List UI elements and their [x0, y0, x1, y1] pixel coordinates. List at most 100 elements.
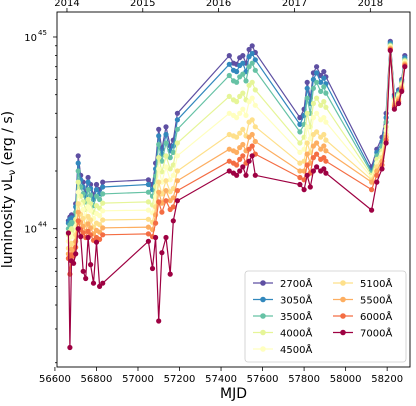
data-point	[100, 280, 106, 286]
data-point	[174, 117, 180, 123]
data-point	[243, 78, 249, 84]
legend-item: 4500Å	[253, 343, 312, 356]
data-point	[374, 172, 380, 178]
data-point	[226, 146, 232, 152]
top-tick-label: 2015	[130, 0, 155, 9]
data-point	[399, 88, 405, 94]
y-axis-label-subscript: ν	[7, 169, 18, 175]
top-tick-label: 2016	[206, 0, 231, 9]
data-point	[314, 140, 320, 146]
data-point	[85, 204, 91, 210]
data-point	[304, 79, 310, 85]
data-point	[75, 179, 81, 185]
plot-frame	[56, 11, 411, 368]
legend-swatch-marker	[340, 313, 346, 319]
data-point	[252, 87, 258, 93]
data-point	[167, 271, 173, 277]
legend-swatch-marker	[260, 296, 266, 303]
y-axis-label-main: luminosity νL	[0, 175, 16, 268]
data-point	[323, 137, 329, 143]
legend-swatch-marker	[340, 296, 346, 303]
data-point	[297, 140, 303, 146]
data-point	[97, 213, 103, 219]
data-point	[90, 280, 97, 286]
data-point	[145, 238, 151, 244]
x-axis-label: MJD	[220, 386, 247, 402]
data-point	[174, 153, 180, 159]
data-point	[93, 239, 100, 245]
data-point	[75, 201, 81, 207]
data-point	[163, 178, 169, 184]
data-point	[321, 115, 327, 121]
legend-swatch-marker	[260, 313, 266, 319]
y-tick-label: 10	[24, 33, 37, 44]
data-point	[304, 85, 310, 91]
data-point	[374, 179, 380, 185]
data-point	[323, 119, 329, 125]
data-point	[156, 126, 162, 132]
data-point	[314, 110, 320, 116]
data-point	[321, 99, 327, 105]
data-point	[314, 129, 320, 135]
data-point	[240, 153, 246, 159]
data-point	[310, 115, 316, 121]
data-point	[145, 189, 151, 195]
data-point	[304, 124, 310, 130]
data-point	[85, 196, 91, 203]
x-tick-label: 58000	[330, 374, 362, 385]
data-point	[321, 84, 327, 90]
data-point	[226, 110, 232, 116]
data-point	[318, 88, 324, 94]
data-point	[174, 178, 180, 184]
data-point	[246, 146, 252, 152]
data-point	[369, 179, 375, 185]
data-point	[226, 72, 232, 79]
data-point	[304, 162, 310, 168]
data-point	[85, 174, 91, 181]
data-point	[249, 143, 255, 149]
data-point	[156, 179, 162, 185]
data-point	[73, 251, 79, 257]
data-point	[240, 71, 246, 77]
data-point	[100, 184, 106, 190]
legend-label: 2700Å	[280, 277, 312, 290]
x-tick-label: 57000	[122, 374, 154, 385]
data-point	[163, 140, 169, 146]
data-point	[145, 224, 151, 230]
data-point	[249, 50, 255, 57]
data-point	[156, 189, 162, 195]
data-point	[75, 168, 81, 174]
data-point	[174, 110, 180, 116]
data-point	[174, 188, 180, 194]
data-point	[88, 208, 94, 214]
data-point	[67, 344, 73, 351]
data-point	[252, 67, 258, 73]
y-tick-exponent: 45	[38, 29, 47, 37]
data-point	[153, 220, 159, 226]
data-point	[307, 184, 313, 190]
data-point	[226, 53, 232, 59]
legend-item: 3500Å	[253, 310, 312, 323]
data-point	[83, 275, 89, 282]
data-point	[100, 225, 106, 231]
data-point	[314, 151, 320, 157]
data-point	[75, 189, 81, 195]
data-point	[310, 155, 316, 161]
data-point	[307, 136, 313, 142]
data-point	[297, 160, 303, 166]
data-point	[252, 172, 258, 178]
legend-item: 3050Å	[253, 294, 312, 307]
data-point	[314, 64, 320, 70]
data-point	[237, 130, 243, 136]
data-point	[100, 217, 106, 223]
data-point	[163, 198, 169, 204]
data-point	[297, 149, 303, 155]
data-point	[75, 160, 81, 166]
y-tick-label: 10	[24, 225, 37, 236]
data-point	[88, 217, 94, 223]
data-point	[145, 216, 151, 222]
data-point	[297, 168, 303, 174]
data-point	[167, 155, 173, 161]
